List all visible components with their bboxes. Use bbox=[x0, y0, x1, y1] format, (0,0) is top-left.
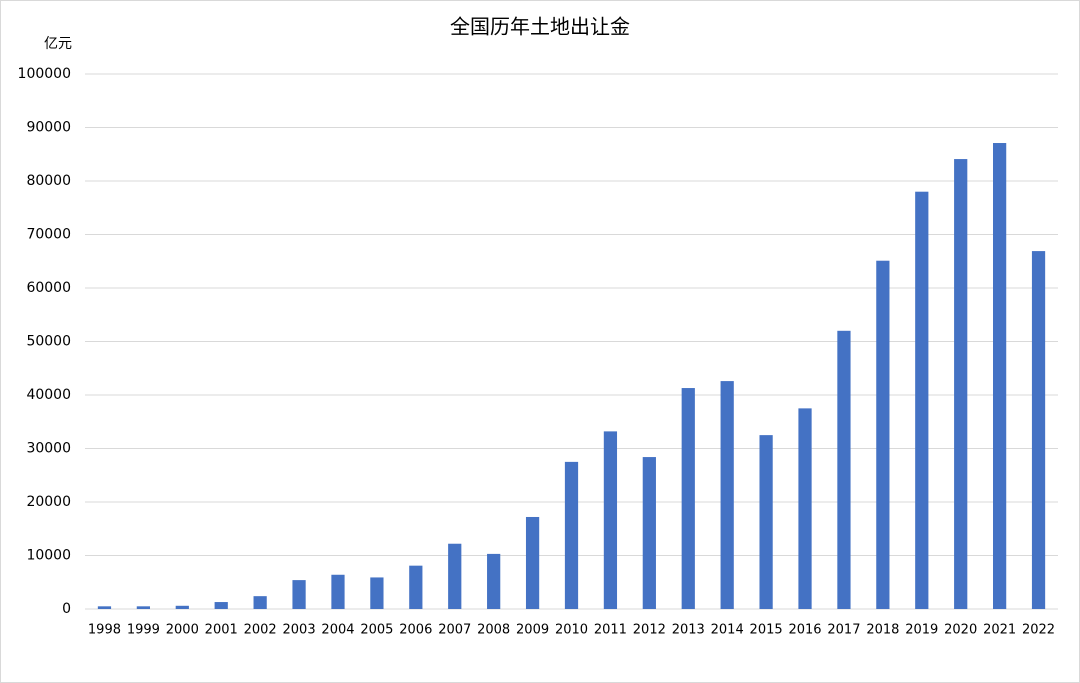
y-tick-label: 0 bbox=[62, 601, 71, 617]
bar bbox=[448, 543, 462, 609]
bar bbox=[915, 191, 929, 609]
bar bbox=[175, 605, 189, 609]
bar bbox=[681, 388, 695, 609]
bar bbox=[759, 435, 773, 609]
bar bbox=[292, 580, 306, 609]
bar bbox=[253, 596, 267, 609]
x-tick-label: 2021 bbox=[983, 623, 1016, 638]
y-tick-label: 70000 bbox=[26, 227, 71, 243]
x-tick-label: 2003 bbox=[283, 623, 316, 638]
x-tick-label: 2014 bbox=[711, 623, 744, 638]
x-tick-label: 2015 bbox=[750, 623, 783, 638]
y-tick-label: 100000 bbox=[18, 66, 71, 82]
bar bbox=[487, 553, 501, 609]
y-tick-label: 90000 bbox=[26, 120, 71, 136]
bar bbox=[876, 260, 890, 609]
x-tick-label: 2008 bbox=[477, 623, 510, 638]
x-tick-label: 2016 bbox=[788, 623, 821, 638]
bar bbox=[642, 457, 656, 609]
bar bbox=[564, 461, 579, 609]
bar bbox=[97, 606, 112, 609]
y-axis-unit: 亿元 bbox=[44, 36, 72, 52]
x-tick-label: 1998 bbox=[88, 623, 121, 638]
bar bbox=[1031, 251, 1046, 609]
x-tick-label: 2020 bbox=[944, 623, 977, 638]
bar bbox=[603, 431, 618, 609]
y-tick-label: 60000 bbox=[26, 280, 71, 296]
y-tick-label: 40000 bbox=[26, 387, 71, 403]
y-tick-label: 50000 bbox=[26, 334, 71, 350]
bar bbox=[370, 577, 384, 609]
y-tick-label: 10000 bbox=[26, 548, 71, 564]
x-tick-label: 2006 bbox=[399, 623, 432, 638]
bar bbox=[993, 143, 1007, 609]
chart-title: 全国历年土地出让金 bbox=[450, 15, 630, 39]
x-tick-label: 2009 bbox=[516, 623, 549, 638]
x-tick-label: 2011 bbox=[594, 623, 627, 638]
y-tick-label: 20000 bbox=[26, 494, 71, 510]
bar bbox=[720, 381, 734, 609]
x-tick-label: 2002 bbox=[244, 623, 277, 638]
x-tick-label: 2005 bbox=[360, 623, 393, 638]
x-tick-label: 2001 bbox=[205, 623, 238, 638]
y-tick-label: 80000 bbox=[26, 173, 71, 189]
x-tick-label: 2010 bbox=[555, 623, 588, 638]
x-tick-label: 2012 bbox=[633, 623, 666, 638]
y-tick-label: 30000 bbox=[26, 441, 71, 457]
bar bbox=[331, 574, 345, 609]
x-tick-label: 2018 bbox=[866, 623, 899, 638]
x-tick-label: 2017 bbox=[827, 623, 860, 638]
bar bbox=[837, 330, 851, 609]
bar bbox=[798, 408, 812, 609]
x-tick-label: 2013 bbox=[672, 623, 705, 638]
x-tick-label: 2004 bbox=[321, 623, 354, 638]
bar bbox=[214, 602, 228, 609]
bar bbox=[525, 516, 540, 609]
bar bbox=[409, 565, 423, 609]
x-tick-label: 2019 bbox=[905, 623, 938, 638]
x-tick-label: 2007 bbox=[438, 623, 471, 638]
bar bbox=[136, 606, 150, 609]
x-tick-label: 2000 bbox=[166, 623, 199, 638]
bar bbox=[954, 159, 968, 609]
x-tick-label: 2022 bbox=[1022, 623, 1055, 638]
x-tick-label: 1999 bbox=[127, 623, 160, 638]
